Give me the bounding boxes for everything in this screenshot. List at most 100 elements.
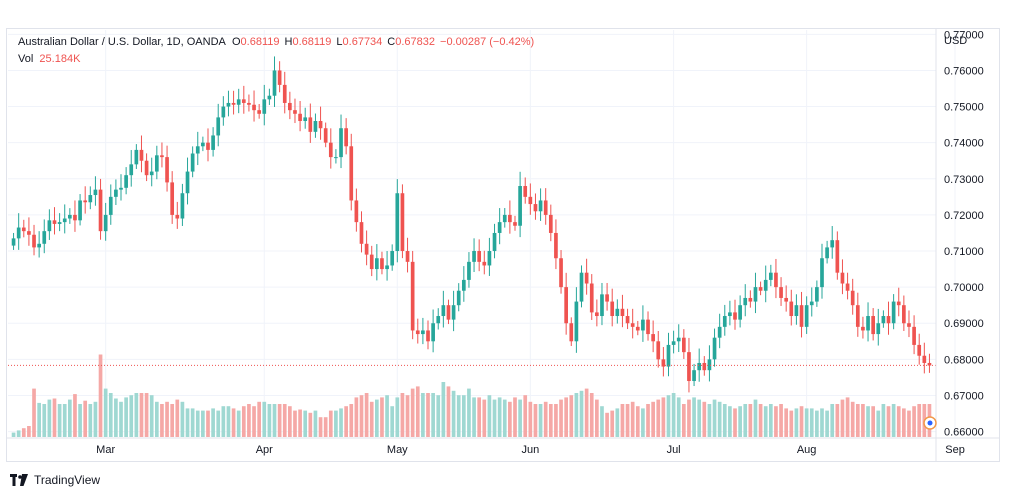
candle-body <box>282 84 287 103</box>
tv-badge-icon[interactable] <box>923 416 937 430</box>
candle-body <box>231 102 236 105</box>
candle-body <box>160 155 164 158</box>
volume-bar <box>221 406 226 437</box>
volume-bar <box>492 399 497 437</box>
volume-bar <box>472 397 476 437</box>
candle-body <box>564 287 569 324</box>
symbol-name[interactable]: Australian Dollar / U.S. Dollar, 1D, OAN… <box>18 36 226 48</box>
volume-bar <box>774 406 778 437</box>
volume-bar <box>11 432 16 437</box>
x-tick-label: May <box>387 444 408 456</box>
volume-bar <box>518 399 522 437</box>
candle-body <box>277 70 282 85</box>
candle-body <box>707 359 712 371</box>
volume-bar <box>508 401 512 437</box>
candle-body <box>134 149 139 165</box>
candle-body <box>293 110 297 114</box>
candle-body <box>661 359 666 367</box>
volume-bar <box>825 410 829 437</box>
candle-body <box>139 149 144 161</box>
time-axis[interactable]: Mar Apr May Jun Jul Aug Sep <box>96 444 965 456</box>
volume-bar <box>728 406 732 437</box>
candle-body <box>11 238 16 246</box>
candle-body <box>840 272 845 284</box>
candle-body <box>733 312 737 320</box>
candle-body <box>543 200 548 215</box>
y-tick-label: 0.67000 <box>944 390 984 402</box>
volume-bar <box>595 399 599 437</box>
candle-body <box>395 193 400 252</box>
candle-body <box>579 272 584 302</box>
volume-bar <box>257 401 262 437</box>
candle-body <box>712 337 717 360</box>
volume-label[interactable]: Vol <box>18 53 34 65</box>
volume-bar <box>119 401 123 437</box>
y-tick-label: 0.66000 <box>944 427 984 439</box>
candle-body <box>262 99 267 114</box>
volume-bar <box>676 397 681 437</box>
candle-body <box>876 323 881 335</box>
candle-body <box>825 247 829 259</box>
candle-body <box>98 189 103 232</box>
candle-body <box>477 251 482 262</box>
candle-body <box>845 283 850 291</box>
candle-body <box>27 231 31 235</box>
volume-bar <box>722 404 727 437</box>
volume-bar <box>369 401 374 437</box>
volume-bar <box>610 410 615 437</box>
volume-bar <box>830 404 835 437</box>
volume-bar <box>620 404 625 437</box>
volume-bar <box>27 426 31 437</box>
volume-bar <box>190 408 195 437</box>
candle-body <box>554 232 558 259</box>
volume-bar <box>753 399 758 437</box>
candle-body <box>114 189 118 197</box>
volume-bar <box>461 395 466 437</box>
volume-bar <box>456 395 461 437</box>
candle-body <box>390 251 395 266</box>
candle-body <box>272 70 277 96</box>
price-axis[interactable]: 0.66000 0.67000 0.68000 0.69000 0.70000 0.710… <box>944 29 984 438</box>
candle-body <box>129 164 134 176</box>
low-label: L <box>336 36 343 48</box>
volume-bar <box>804 408 809 437</box>
x-tick-label: Jun <box>521 444 539 456</box>
candle-body <box>487 251 492 266</box>
candle-body <box>426 330 430 342</box>
volume-bar <box>272 404 277 437</box>
candle-body <box>170 182 175 215</box>
candle-body <box>681 337 686 353</box>
volume-bar <box>451 390 456 437</box>
volume-bar <box>584 388 589 437</box>
volume-bar <box>446 386 451 437</box>
candle-body <box>436 316 441 324</box>
candle-body <box>354 200 359 223</box>
volume-bar <box>441 382 446 437</box>
volume-bar <box>359 395 364 437</box>
volume-bar <box>789 410 794 437</box>
volume-bar <box>328 410 333 437</box>
y-tick-label: 0.68000 <box>944 354 984 366</box>
volume-bar <box>692 397 696 437</box>
candle-body <box>103 214 108 232</box>
candle-body <box>57 222 62 224</box>
candle-body <box>334 157 338 159</box>
candle-body <box>78 200 82 221</box>
candle-body <box>364 243 369 255</box>
candle-body <box>257 110 262 114</box>
volume-bar <box>917 404 922 437</box>
volume-bar <box>717 401 722 437</box>
volume-bar <box>763 406 768 437</box>
footer-branding[interactable]: TradingView <box>10 472 100 488</box>
candle-body <box>820 258 824 288</box>
volume-bar <box>154 401 159 437</box>
candle-body <box>927 362 932 366</box>
volume-bar <box>185 408 190 437</box>
candle-body <box>467 261 471 280</box>
volume-bar <box>625 404 630 437</box>
candle-body <box>902 305 906 324</box>
volume-bar <box>78 404 82 437</box>
volume-bar <box>21 428 26 437</box>
volume-bar <box>170 404 175 437</box>
